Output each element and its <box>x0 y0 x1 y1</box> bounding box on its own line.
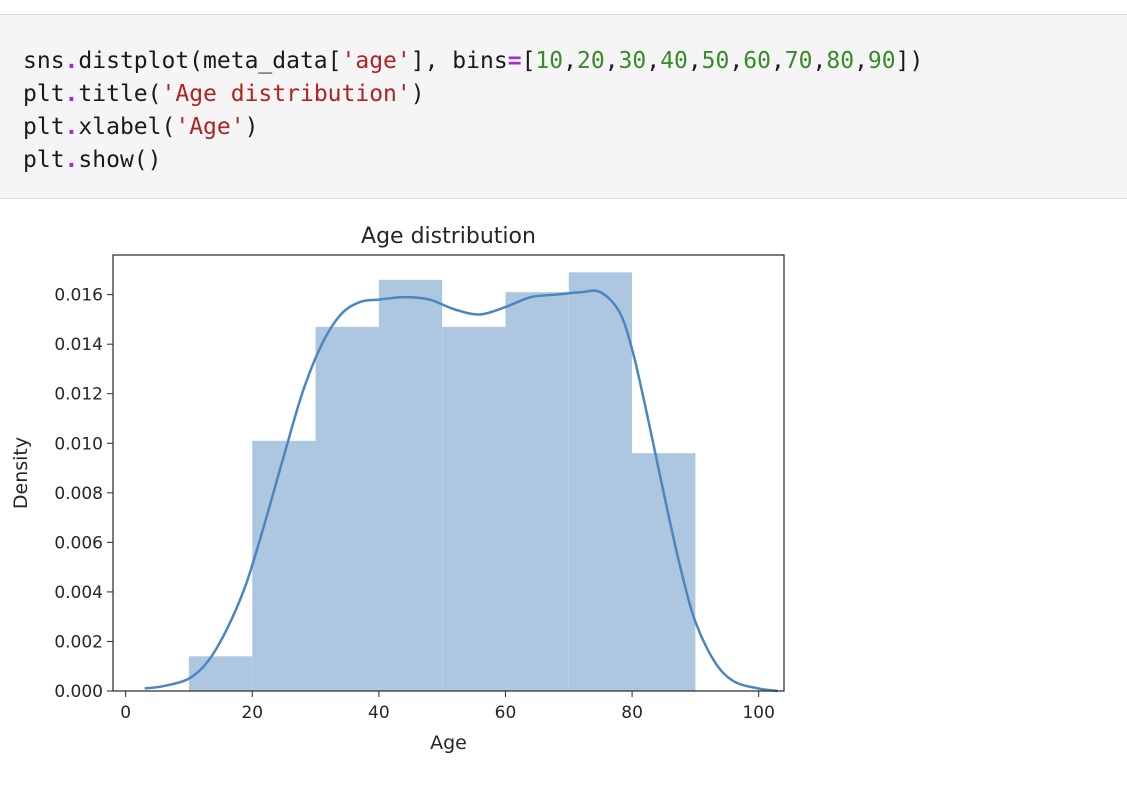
code-token: ) <box>244 114 259 140</box>
y-tick-label: 0.004 <box>54 583 103 603</box>
code-token: [ <box>521 48 536 74</box>
code-token: ]) <box>895 48 924 74</box>
plot-frame <box>112 254 785 692</box>
code-token: distplot(meta_data[ <box>78 48 342 74</box>
code-token: xlabel( <box>78 114 176 140</box>
code-token: . <box>64 114 79 140</box>
age-distribution-chart: 0 20 40 60 80 100 0.0000.0020.0040.0060.0080.… <box>10 224 785 754</box>
y-tick-label: 0.016 <box>54 286 103 306</box>
code-token: sns <box>23 48 65 74</box>
code-token: , <box>812 48 827 74</box>
code-cell[interactable]: sns.distplot(meta_data['age'], bins=[10,… <box>0 14 1127 199</box>
histogram-bar <box>568 272 633 691</box>
code-line: plt.show() <box>23 144 923 177</box>
y-axis-label: Density <box>10 437 32 509</box>
code-token: ) <box>410 81 425 107</box>
code-token: . <box>64 81 79 107</box>
code-token: 60 <box>743 48 771 74</box>
code-token: 70 <box>784 48 813 74</box>
code-token: , <box>604 48 619 74</box>
code-line: plt.xlabel('Age') <box>23 111 923 144</box>
code-token: . <box>64 147 79 173</box>
x-tick-label: 80 <box>621 703 643 723</box>
code-token: 'age' <box>341 48 411 74</box>
chart-title: Age distribution <box>361 224 536 249</box>
code-token: , <box>854 48 868 74</box>
y-tick-label: 0.000 <box>54 682 103 702</box>
histogram-bar <box>505 292 569 691</box>
code-token: plt <box>23 114 65 140</box>
histogram-bars <box>188 272 696 691</box>
code-line: sns.distplot(meta_data['age'], bins=[10,… <box>23 45 923 78</box>
histogram-bar <box>442 326 506 691</box>
code-token: title( <box>78 81 162 107</box>
code-token: , <box>563 48 577 74</box>
x-tick-label: 40 <box>368 703 390 723</box>
y-tick-label: 0.002 <box>54 632 103 652</box>
code-token: , <box>729 48 744 74</box>
code-token: 'Age' <box>175 114 245 140</box>
code-token: 80 <box>826 48 855 74</box>
code-token: ], bins <box>410 48 508 74</box>
chart-area: 0 20 40 60 80 100 0.000 0.002 0.004 0.006 0.008 0.… <box>0 200 1127 793</box>
histogram-bar <box>315 326 379 691</box>
histogram-bar <box>252 440 316 691</box>
code-token: , <box>646 48 661 74</box>
y-tick-label: 0.006 <box>54 533 103 553</box>
y-tick-label: 0.012 <box>54 385 103 405</box>
x-axis-label: Age <box>430 732 467 754</box>
code-token: 'Age distribution' <box>161 81 411 107</box>
x-tick-label: 20 <box>241 703 263 723</box>
x-tick-label: 60 <box>495 703 517 723</box>
code-token: show() <box>78 147 162 173</box>
x-tick-label: 0 <box>120 703 131 723</box>
code-token: , <box>687 48 702 74</box>
code-token: = <box>507 48 522 74</box>
code-token: 50 <box>701 48 730 74</box>
code-token: 30 <box>618 48 647 74</box>
y-tick-label: 0.008 <box>54 484 103 504</box>
code-token: 40 <box>660 48 688 74</box>
code-token: 90 <box>867 48 896 74</box>
y-tick-label: 0.014 <box>54 335 103 355</box>
code-block[interactable]: sns.distplot(meta_data['age'], bins=[10,… <box>23 45 923 177</box>
kde-curve <box>144 289 778 693</box>
code-token: , <box>770 48 785 74</box>
code-line: plt.title('Age distribution') <box>23 78 923 111</box>
code-token: 10 <box>535 48 564 74</box>
code-token: . <box>64 48 79 74</box>
code-token: 20 <box>576 48 605 74</box>
y-axis-ticks: 0.000 0.002 0.004 0.006 0.008 0.010 0.012 0.014… <box>54 286 113 702</box>
histogram-bar <box>188 656 253 691</box>
x-axis-ticks: 0 20 40 60 80 100 <box>120 691 775 723</box>
x-tick-label: 100 <box>742 703 774 723</box>
y-tick-label: 0.010 <box>54 434 103 454</box>
histogram-bar <box>378 279 443 691</box>
code-token: plt <box>23 81 65 107</box>
code-token: plt <box>23 147 65 173</box>
